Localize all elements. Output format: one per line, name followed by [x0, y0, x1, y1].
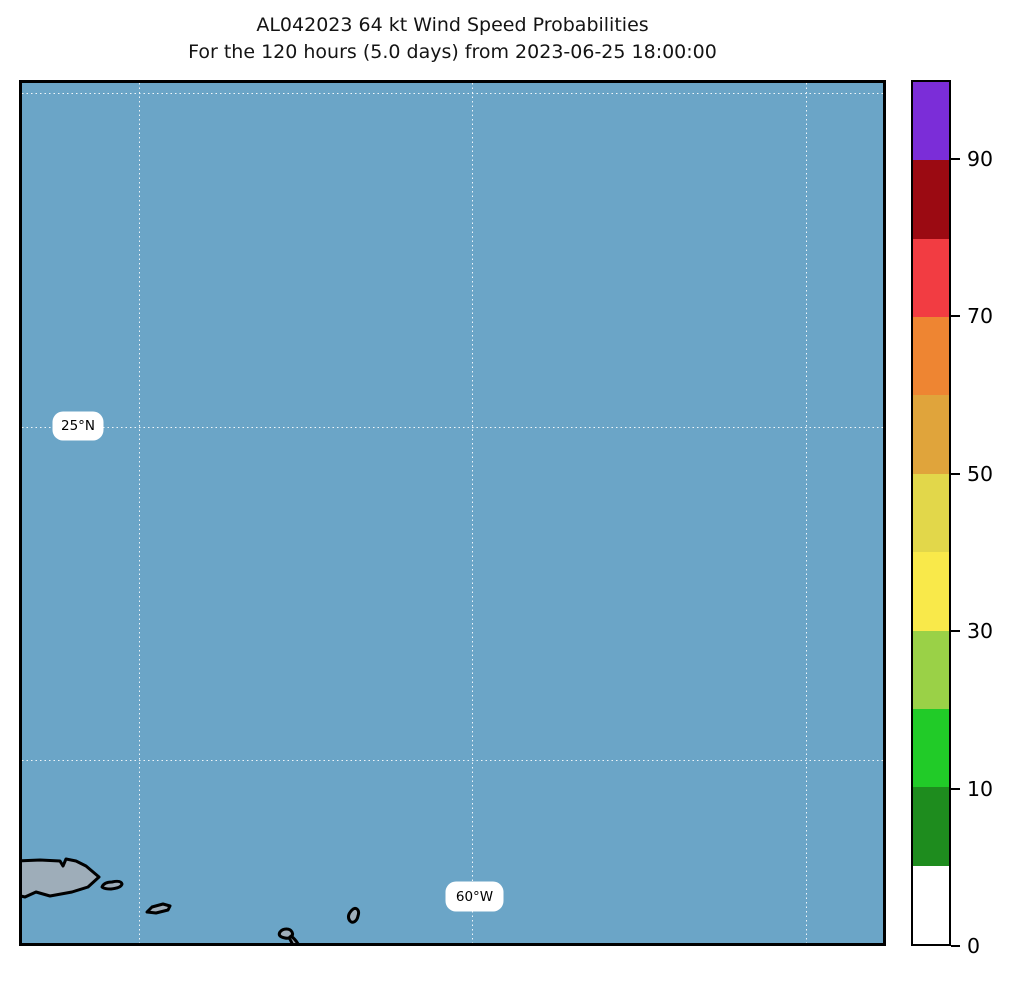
colorbar-segment-50-60: [913, 395, 949, 474]
colorbar: [911, 80, 951, 946]
plot-title-line2: For the 120 hours (5.0 days) from 2023-0…: [188, 41, 717, 63]
colorbar-tick-10: [951, 787, 960, 790]
colorbar-segment-70-80: [913, 238, 949, 318]
colorbar-tick-50: [951, 472, 960, 475]
plot-title: AL042023 64 kt Wind Speed Probabilities …: [19, 12, 886, 66]
island-vieques: [100, 879, 124, 891]
colorbar-segment-60-70: [913, 317, 949, 396]
colorbar-segment-5-10: [913, 787, 949, 866]
colorbar-tick-90: [951, 157, 960, 160]
latitude-label: 25°N: [54, 413, 102, 439]
colorbar-segment-20-30: [913, 630, 949, 709]
coastline-layer: [22, 857, 360, 943]
colorbar-tick-label-0: 0: [967, 934, 981, 958]
island-small-east: [347, 906, 360, 924]
colorbar-tick-label-10: 10: [967, 776, 994, 801]
colorbar-tick-30: [951, 630, 960, 633]
colorbar-segment-30-40: [913, 552, 949, 631]
plot-title-line1: AL042023 64 kt Wind Speed Probabilities: [256, 14, 649, 36]
island-st-croix: [145, 902, 172, 915]
island-small-south-tail: [287, 934, 300, 943]
latitude-label-text: 25°N: [60, 418, 96, 434]
colorbar-tick-label-50: 50: [967, 461, 994, 486]
colorbar-tick-label-70: 70: [967, 304, 994, 329]
island-puerto-rico: [22, 857, 101, 899]
longitude-label-text: 60°W: [455, 888, 494, 905]
map-plot-area: 25°N 60°W: [19, 80, 886, 946]
colorbar-segment-90-100: [913, 82, 949, 161]
longitude-label: 60°W: [447, 883, 502, 910]
colorbar-segment-10-20: [913, 708, 949, 788]
colorbar-tick-0: [951, 945, 960, 947]
colorbar-segment-80-90: [913, 160, 949, 239]
colorbar-segment-0-5: [913, 865, 949, 944]
colorbar-tick-70: [951, 315, 960, 318]
colorbar-tick-label-30: 30: [967, 619, 994, 644]
colorbar-segment-40-50: [913, 473, 949, 553]
colorbar-tick-label-90: 90: [967, 146, 994, 171]
